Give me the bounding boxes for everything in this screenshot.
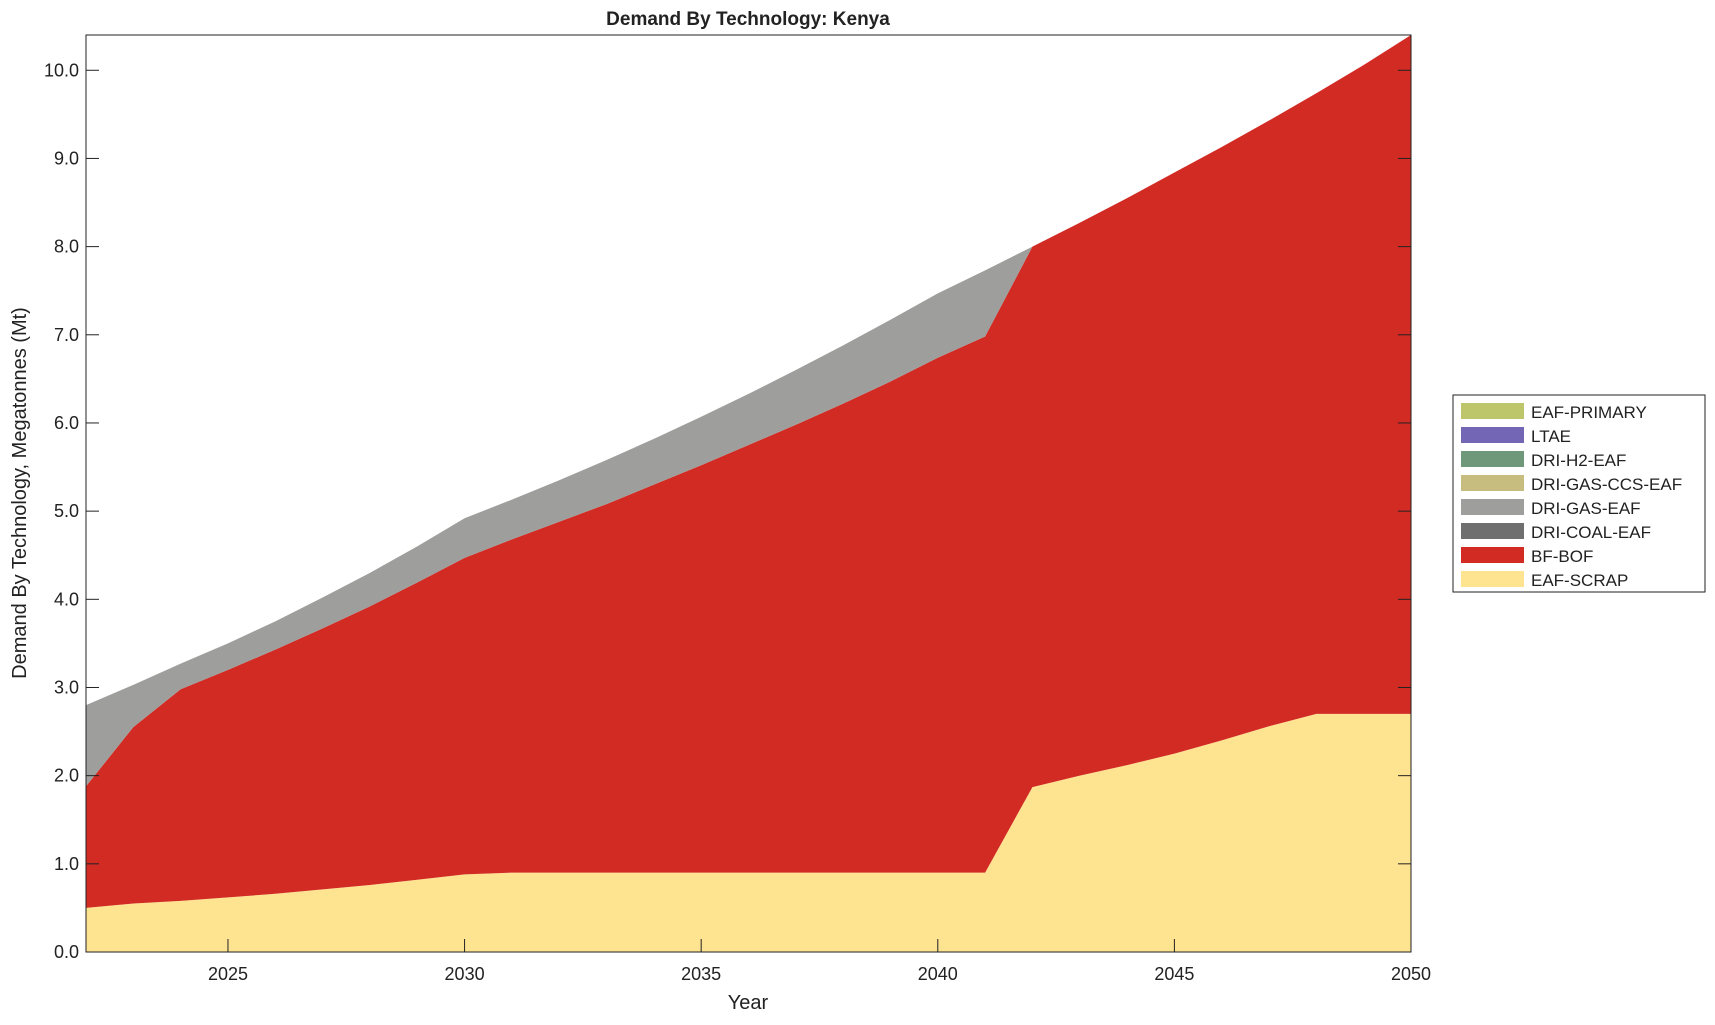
area-bf-bof	[86, 35, 1411, 908]
area-layers	[86, 35, 1411, 952]
y-tick-label: 1.0	[54, 854, 79, 874]
x-axis-label: Year	[728, 992, 769, 1014]
y-tick-label: 4.0	[54, 589, 79, 609]
x-tick-label: 2030	[445, 964, 485, 984]
plot-frame	[85, 34, 1412, 953]
legend-swatch-dri-gas-eaf	[1461, 499, 1524, 515]
legend-swatch-eaf-primary	[1461, 403, 1524, 419]
y-tick-label: 2.0	[54, 766, 79, 786]
x-tick-label: 2040	[918, 964, 958, 984]
legend-swatch-eaf-scrap	[1461, 571, 1524, 587]
area-dri-gas-eaf	[86, 35, 1411, 787]
y-tick-label: 7.0	[54, 325, 79, 345]
chart-title: Demand By Technology: Kenya	[606, 9, 890, 30]
y-tick-label: 10.0	[44, 60, 79, 80]
legend-label: EAF-SCRAP	[1531, 571, 1628, 590]
legend-label: DRI-GAS-CCS-EAF	[1531, 475, 1682, 494]
y-axis: 0.0 1.0 2.0 3.0 4.0 5.0 6.0 7.0 8.0 9.0 10.0	[44, 60, 1411, 962]
legend-swatch-bf-bof	[1461, 547, 1524, 563]
y-tick-label: 8.0	[54, 237, 79, 257]
y-tick-label: 0.0	[54, 942, 79, 962]
legend: EAF-PRIMARY LTAE DRI-H2-EAF DRI-GAS-CCS-EAF…	[1452, 394, 1706, 593]
legend-label: DRI-GAS-EAF	[1531, 499, 1641, 518]
legend-swatch-dri-coal-eaf	[1461, 523, 1524, 539]
x-tick-label: 2045	[1154, 964, 1194, 984]
legend-label: LTAE	[1531, 427, 1571, 446]
y-tick-label: 5.0	[54, 501, 79, 521]
legend-label: BF-BOF	[1531, 547, 1593, 566]
y-tick-label: 9.0	[54, 148, 79, 168]
x-tick-label: 2035	[681, 964, 721, 984]
x-tick-label: 2050	[1391, 964, 1431, 984]
legend-label: DRI-H2-EAF	[1531, 451, 1626, 470]
y-tick-label: 3.0	[54, 677, 79, 697]
legend-label: DRI-COAL-EAF	[1531, 523, 1651, 542]
legend-label: EAF-PRIMARY	[1531, 403, 1647, 422]
legend-swatch-dri-h2-eaf	[1461, 451, 1524, 467]
y-axis-label: Demand By Technology, Megatonnes (Mt)	[9, 307, 31, 679]
legend-swatch-ltae	[1461, 427, 1524, 443]
x-axis: 2025 2030 2035 2040 2045 2050	[208, 939, 1431, 984]
legend-swatch-dri-gas-ccs-eaf	[1461, 475, 1524, 491]
y-tick-label: 6.0	[54, 413, 79, 433]
area-eaf-scrap	[86, 713, 1411, 952]
x-tick-label: 2025	[208, 964, 248, 984]
